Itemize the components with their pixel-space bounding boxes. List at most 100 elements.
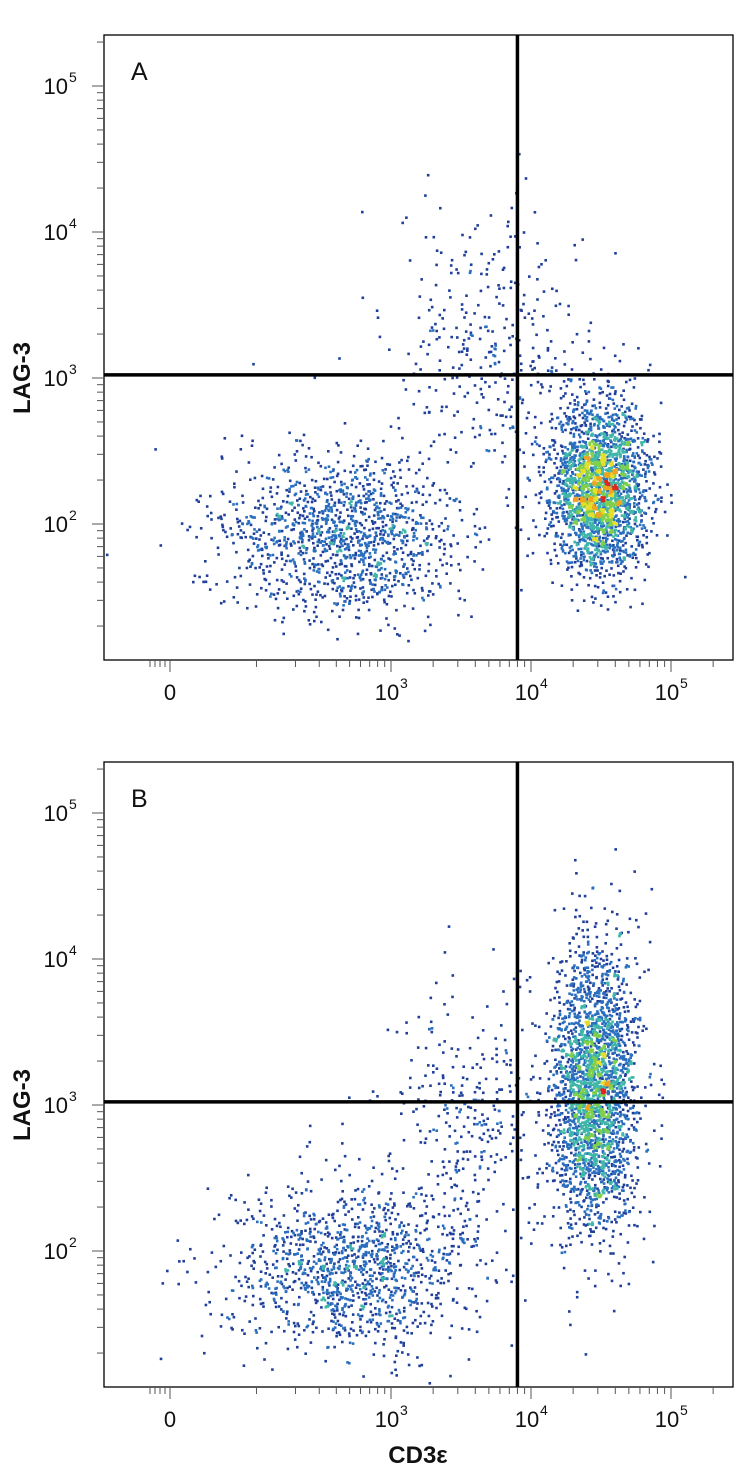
event-dot: [619, 486, 622, 489]
event-dot: [376, 1294, 379, 1297]
event-dot: [455, 1301, 459, 1304]
event-dot: [575, 486, 579, 489]
event-dot: [469, 323, 472, 326]
event-dot: [305, 489, 308, 493]
event-dot: [341, 1313, 345, 1317]
event-dot: [397, 498, 400, 502]
event-dot: [331, 566, 335, 569]
event-dot: [435, 263, 438, 267]
event-dot: [368, 483, 371, 486]
event-dot: [580, 524, 584, 528]
event-dot: [435, 1306, 438, 1310]
event-dot: [639, 426, 642, 430]
event-dot: [342, 579, 345, 583]
event-dot: [349, 505, 353, 509]
event-dot: [525, 416, 529, 420]
event-dot: [595, 506, 598, 510]
event-dot: [436, 1279, 440, 1283]
event-dot: [583, 409, 587, 412]
event-dot: [261, 487, 265, 491]
event-dot: [299, 553, 303, 557]
event-dot: [568, 513, 571, 517]
event-dot: [402, 1310, 406, 1313]
event-dot: [640, 441, 643, 444]
event-dot: [405, 521, 409, 524]
event-dot: [598, 386, 601, 389]
event-dot: [596, 585, 600, 589]
event-dot: [356, 1283, 359, 1286]
event-dot: [271, 553, 275, 557]
event-dot: [620, 442, 624, 446]
event-dot: [303, 582, 307, 586]
event-dot: [557, 484, 561, 487]
event-dot: [249, 565, 252, 568]
event-dot: [376, 505, 379, 508]
event-dot: [436, 1183, 440, 1186]
event-dot: [469, 358, 473, 361]
event-dot: [521, 398, 525, 402]
event-dot: [326, 477, 329, 481]
event-dot: [316, 1270, 319, 1274]
event-dot: [568, 561, 571, 564]
event-dot: [426, 476, 429, 480]
event-dot: [311, 534, 314, 538]
event-dot: [263, 1358, 266, 1361]
event-dot: [600, 516, 603, 519]
event-dot: [415, 489, 419, 492]
event-dot: [250, 1264, 253, 1268]
event-dot: [584, 424, 588, 427]
event-dot: [501, 424, 505, 427]
event-dot: [617, 500, 620, 504]
event-dot: [615, 437, 619, 440]
event-dot: [530, 317, 534, 320]
event-dot: [584, 463, 588, 467]
event-dot: [365, 546, 369, 550]
event-dot: [425, 542, 429, 545]
event-dot: [570, 545, 573, 548]
event-dot: [596, 476, 599, 480]
event-dot: [293, 1233, 297, 1237]
event-dot: [457, 562, 460, 566]
event-dot: [439, 558, 442, 562]
event-dot: [617, 478, 620, 482]
event-dot: [619, 484, 622, 487]
event-dot: [314, 605, 318, 609]
event-dot: [312, 1320, 315, 1323]
event-dot: [618, 508, 621, 511]
event-dot: [619, 572, 622, 575]
event-dot: [414, 1271, 418, 1275]
event-dot: [381, 541, 384, 545]
event-dot: [631, 556, 635, 559]
event-dot: [597, 453, 601, 457]
event-dot: [288, 479, 292, 483]
event-dot: [611, 398, 615, 402]
event-dot: [372, 478, 376, 482]
event-dot: [588, 521, 592, 525]
event-dot: [314, 479, 318, 483]
event-dot: [463, 253, 466, 257]
event-dot: [383, 577, 387, 581]
event-dot: [533, 426, 536, 429]
event-dot: [600, 448, 603, 452]
event-dot: [259, 1244, 262, 1247]
event-dot: [331, 553, 335, 556]
event-dot: [412, 402, 416, 406]
event-dot: [612, 574, 616, 577]
event-dot: [560, 547, 564, 550]
event-dot: [571, 488, 575, 492]
event-dot: [536, 380, 540, 384]
event-dot: [486, 285, 490, 289]
event-dot: [565, 543, 569, 547]
event-dot: [280, 568, 284, 571]
event-dot: [569, 510, 573, 513]
event-dot: [554, 304, 558, 308]
event-dot: [614, 528, 617, 532]
event-dot: [309, 1218, 313, 1221]
event-dot: [294, 569, 298, 573]
event-dot: [581, 497, 585, 500]
event-dot: [609, 519, 612, 522]
event-dot: [417, 552, 420, 555]
event-dot: [566, 470, 569, 474]
event-dot: [321, 1217, 325, 1220]
event-dot: [617, 520, 621, 523]
